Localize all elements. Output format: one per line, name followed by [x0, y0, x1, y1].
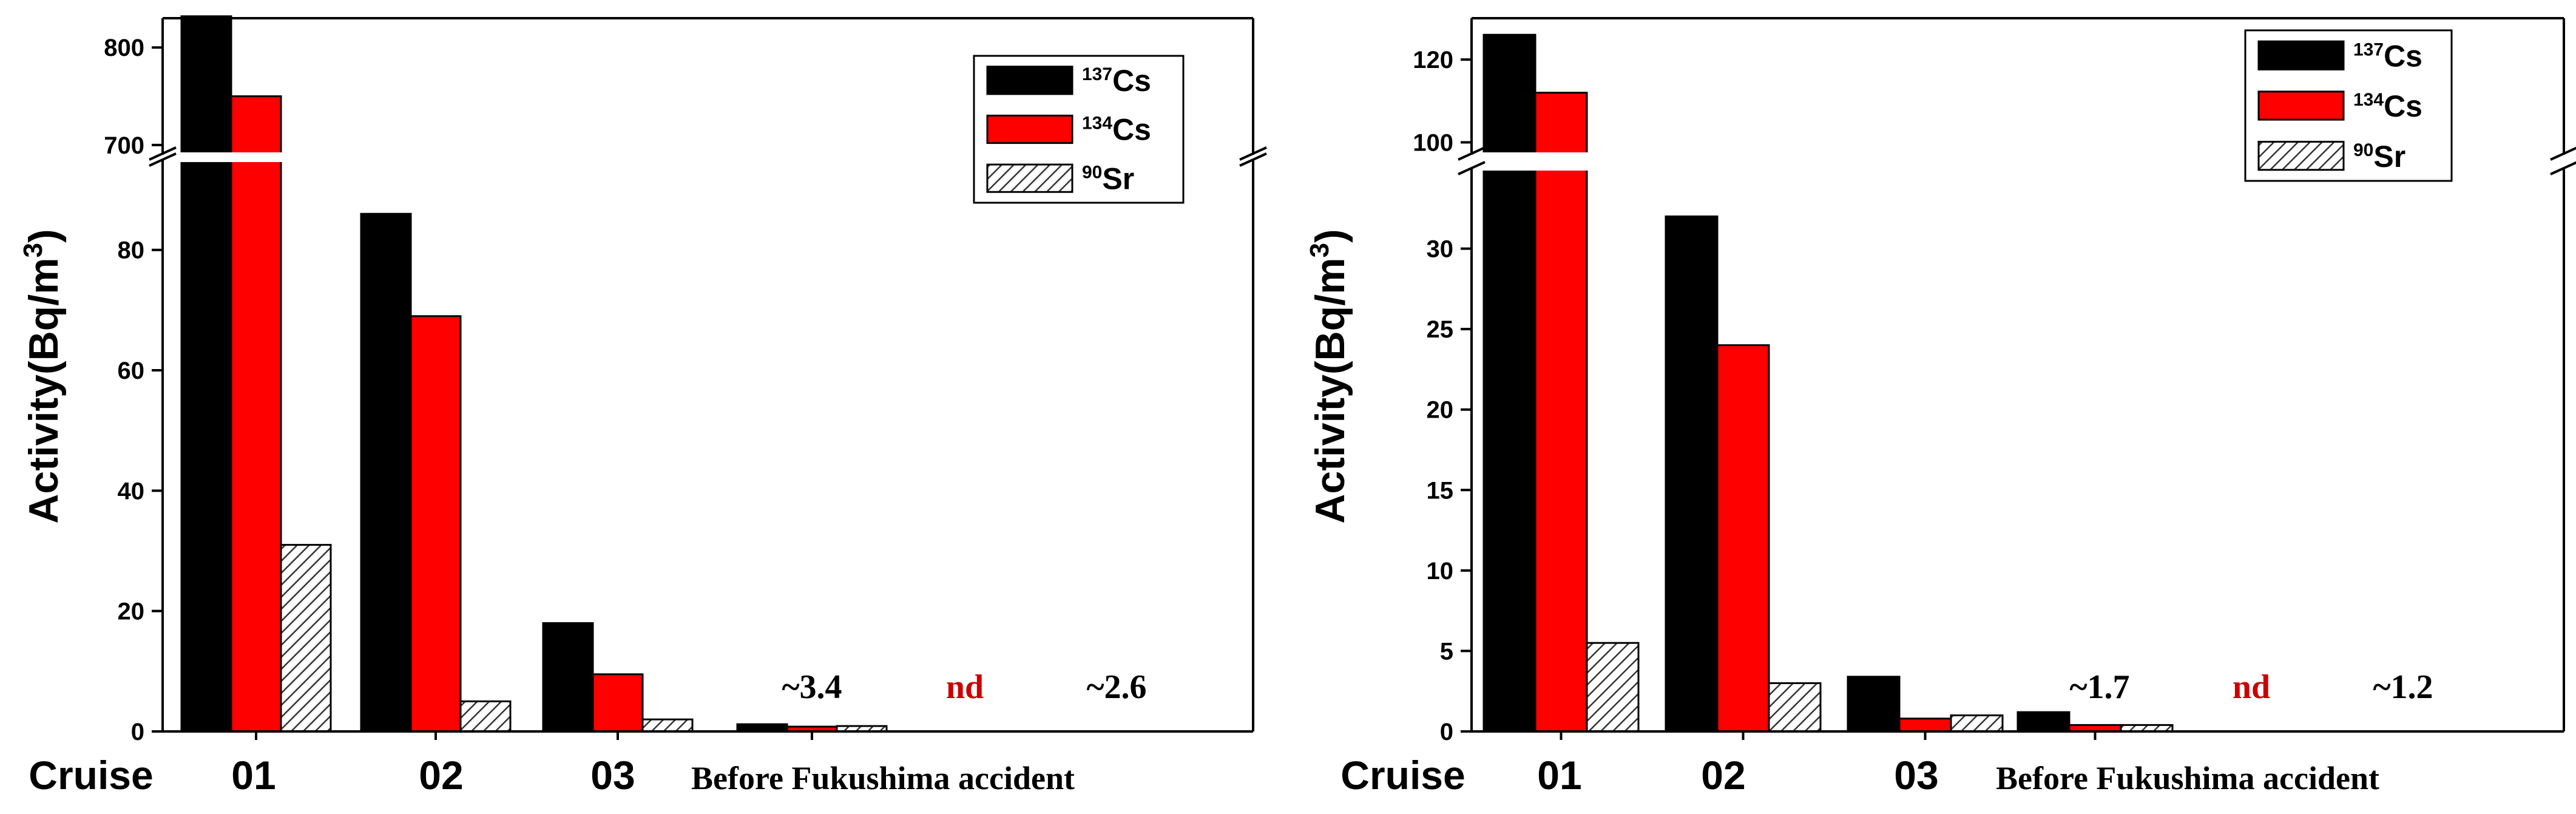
x-axis-label: Cruise [29, 753, 153, 798]
legend-swatch-cs134 [2257, 90, 2345, 121]
x-category-label: 01 [231, 753, 276, 798]
legend-swatch-cs137 [986, 66, 1073, 95]
axis-break-mark [1239, 146, 1267, 161]
y-tick-label: 120 [1413, 47, 1453, 73]
axis-break-mark [1458, 161, 1486, 175]
y-tick-label: 100 [1413, 130, 1453, 157]
x-category-label: Before Fukushima accident [1996, 760, 2379, 796]
bar-cs134-03 [1898, 717, 1952, 733]
y-axis-label-end: ) [1307, 229, 1353, 243]
y-axis-label: Activity(Bq/m3) [18, 229, 67, 523]
legend-sup: 134 [2353, 90, 2384, 110]
legend-swatch-sr90 [2257, 141, 2345, 171]
x-axis-label: Cruise [1340, 753, 1465, 798]
bar-cs137-02 [1665, 215, 1719, 733]
y-tick-label: 40 [118, 478, 145, 504]
bar-cs134-01 [230, 95, 282, 733]
y-tick-label: 25 [1427, 316, 1454, 343]
legend-name: Cs [1112, 64, 1151, 98]
left-chart: 0 20 40 60 80 700 800 Activity(Bq/m3) Cruise 01 02… [18, 15, 1267, 798]
y-tick-label: 60 [118, 358, 145, 384]
y-tick-label: 10 [1427, 558, 1454, 585]
axis-break-mark [2550, 146, 2576, 161]
x-category-label: 01 [1537, 753, 1581, 798]
y-axis-label-end: ) [21, 229, 67, 243]
axis-break-gap [1465, 152, 1593, 171]
bar-cs137-before [2017, 711, 2071, 733]
legend-label-cs137: 137Cs [1082, 64, 1151, 98]
bar-sr90-02 [1768, 682, 1822, 733]
annotation-label: ~2.6 [1086, 668, 1146, 706]
x-category-label: Before Fukushima accident [691, 760, 1075, 796]
legend-sup: 90 [2353, 140, 2373, 160]
legend-sup: 137 [2353, 40, 2384, 60]
legend-sup: 137 [1082, 64, 1112, 84]
y-axis-label-main: Activity(Bq/m [21, 257, 67, 523]
legend-label-sr90: 90Sr [1082, 161, 1134, 195]
legend-label-cs134: 134Cs [2353, 89, 2422, 123]
y-axis-label-sup: 3 [18, 243, 48, 257]
legend-sup: 90 [1082, 162, 1102, 182]
y-axis-label: Activity(Bq/m3) [1305, 229, 1353, 523]
legend-swatch-cs134 [986, 114, 1073, 144]
x-category-label: 02 [419, 753, 463, 798]
y-tick-label: 0 [131, 719, 144, 745]
bar-sr90-03 [1950, 714, 2004, 733]
axis-break-mark [149, 152, 177, 167]
bar-cs134-01 [1534, 92, 1588, 733]
legend-name: Cs [2384, 39, 2422, 73]
x-category-label: 03 [590, 753, 635, 798]
legend-label-cs137: 137Cs [2353, 39, 2422, 73]
y-tick-label: 800 [104, 35, 144, 61]
axis-break-mark [149, 146, 177, 161]
x-category-label: 02 [1701, 753, 1745, 798]
y-tick-label: 0 [1440, 719, 1453, 745]
annotation-label: nd [2233, 668, 2270, 706]
y-tick-label: 30 [1427, 236, 1454, 263]
y-tick-label: 80 [118, 237, 145, 264]
y-tick-label: 700 [104, 132, 144, 159]
annotation-label: nd [946, 668, 984, 706]
annotation-label: ~3.4 [782, 668, 842, 706]
legend-name: Cs [1112, 113, 1151, 147]
bar-cs137-01 [180, 15, 232, 733]
legend-name: Sr [2373, 140, 2405, 174]
annotation-label: ~1.2 [2373, 668, 2433, 706]
bar-sr90-02 [459, 700, 512, 733]
axis-break-gap [157, 152, 287, 162]
axis-break-mark [1239, 152, 1267, 167]
legend-swatch-cs137 [2257, 40, 2345, 70]
bar-cs137-01 [1482, 33, 1536, 733]
bar-cs137-03 [1847, 676, 1901, 733]
bar-sr90-01 [280, 544, 332, 733]
y-axis-label-main: Activity(Bq/m [1307, 257, 1353, 523]
bar-sr90-01 [1586, 642, 1640, 733]
legend-label-cs134: 134Cs [1082, 113, 1151, 147]
bar-cs134-02 [1716, 344, 1770, 733]
right-chart: 0 5 10 15 20 25 30 100 120 Activity(Bq/m3) Cruise 0… [1305, 17, 2576, 798]
y-tick-label: 15 [1427, 477, 1454, 504]
axis-break-mark [2550, 161, 2576, 175]
x-category-label: 03 [1894, 753, 1938, 798]
y-tick-label: 20 [1427, 397, 1454, 424]
annotation-label: ~1.7 [2069, 668, 2129, 706]
axis-break-mark [1458, 146, 1486, 161]
bar-cs137-02 [360, 212, 412, 733]
legend-label-sr90: 90Sr [2353, 140, 2405, 174]
bar-cs134-02 [410, 315, 462, 733]
legend-swatch-sr90 [986, 163, 1073, 193]
y-axis-label-sup: 3 [1305, 243, 1334, 257]
bar-cs134-03 [592, 673, 644, 733]
y-tick-label: 5 [1440, 638, 1453, 665]
legend-name: Cs [2384, 89, 2422, 123]
legend-name: Sr [1102, 161, 1134, 195]
legend-sup: 134 [1082, 114, 1112, 134]
bar-sr90-03 [641, 718, 694, 733]
y-tick-label: 20 [118, 599, 145, 625]
bar-cs137-03 [542, 622, 594, 733]
